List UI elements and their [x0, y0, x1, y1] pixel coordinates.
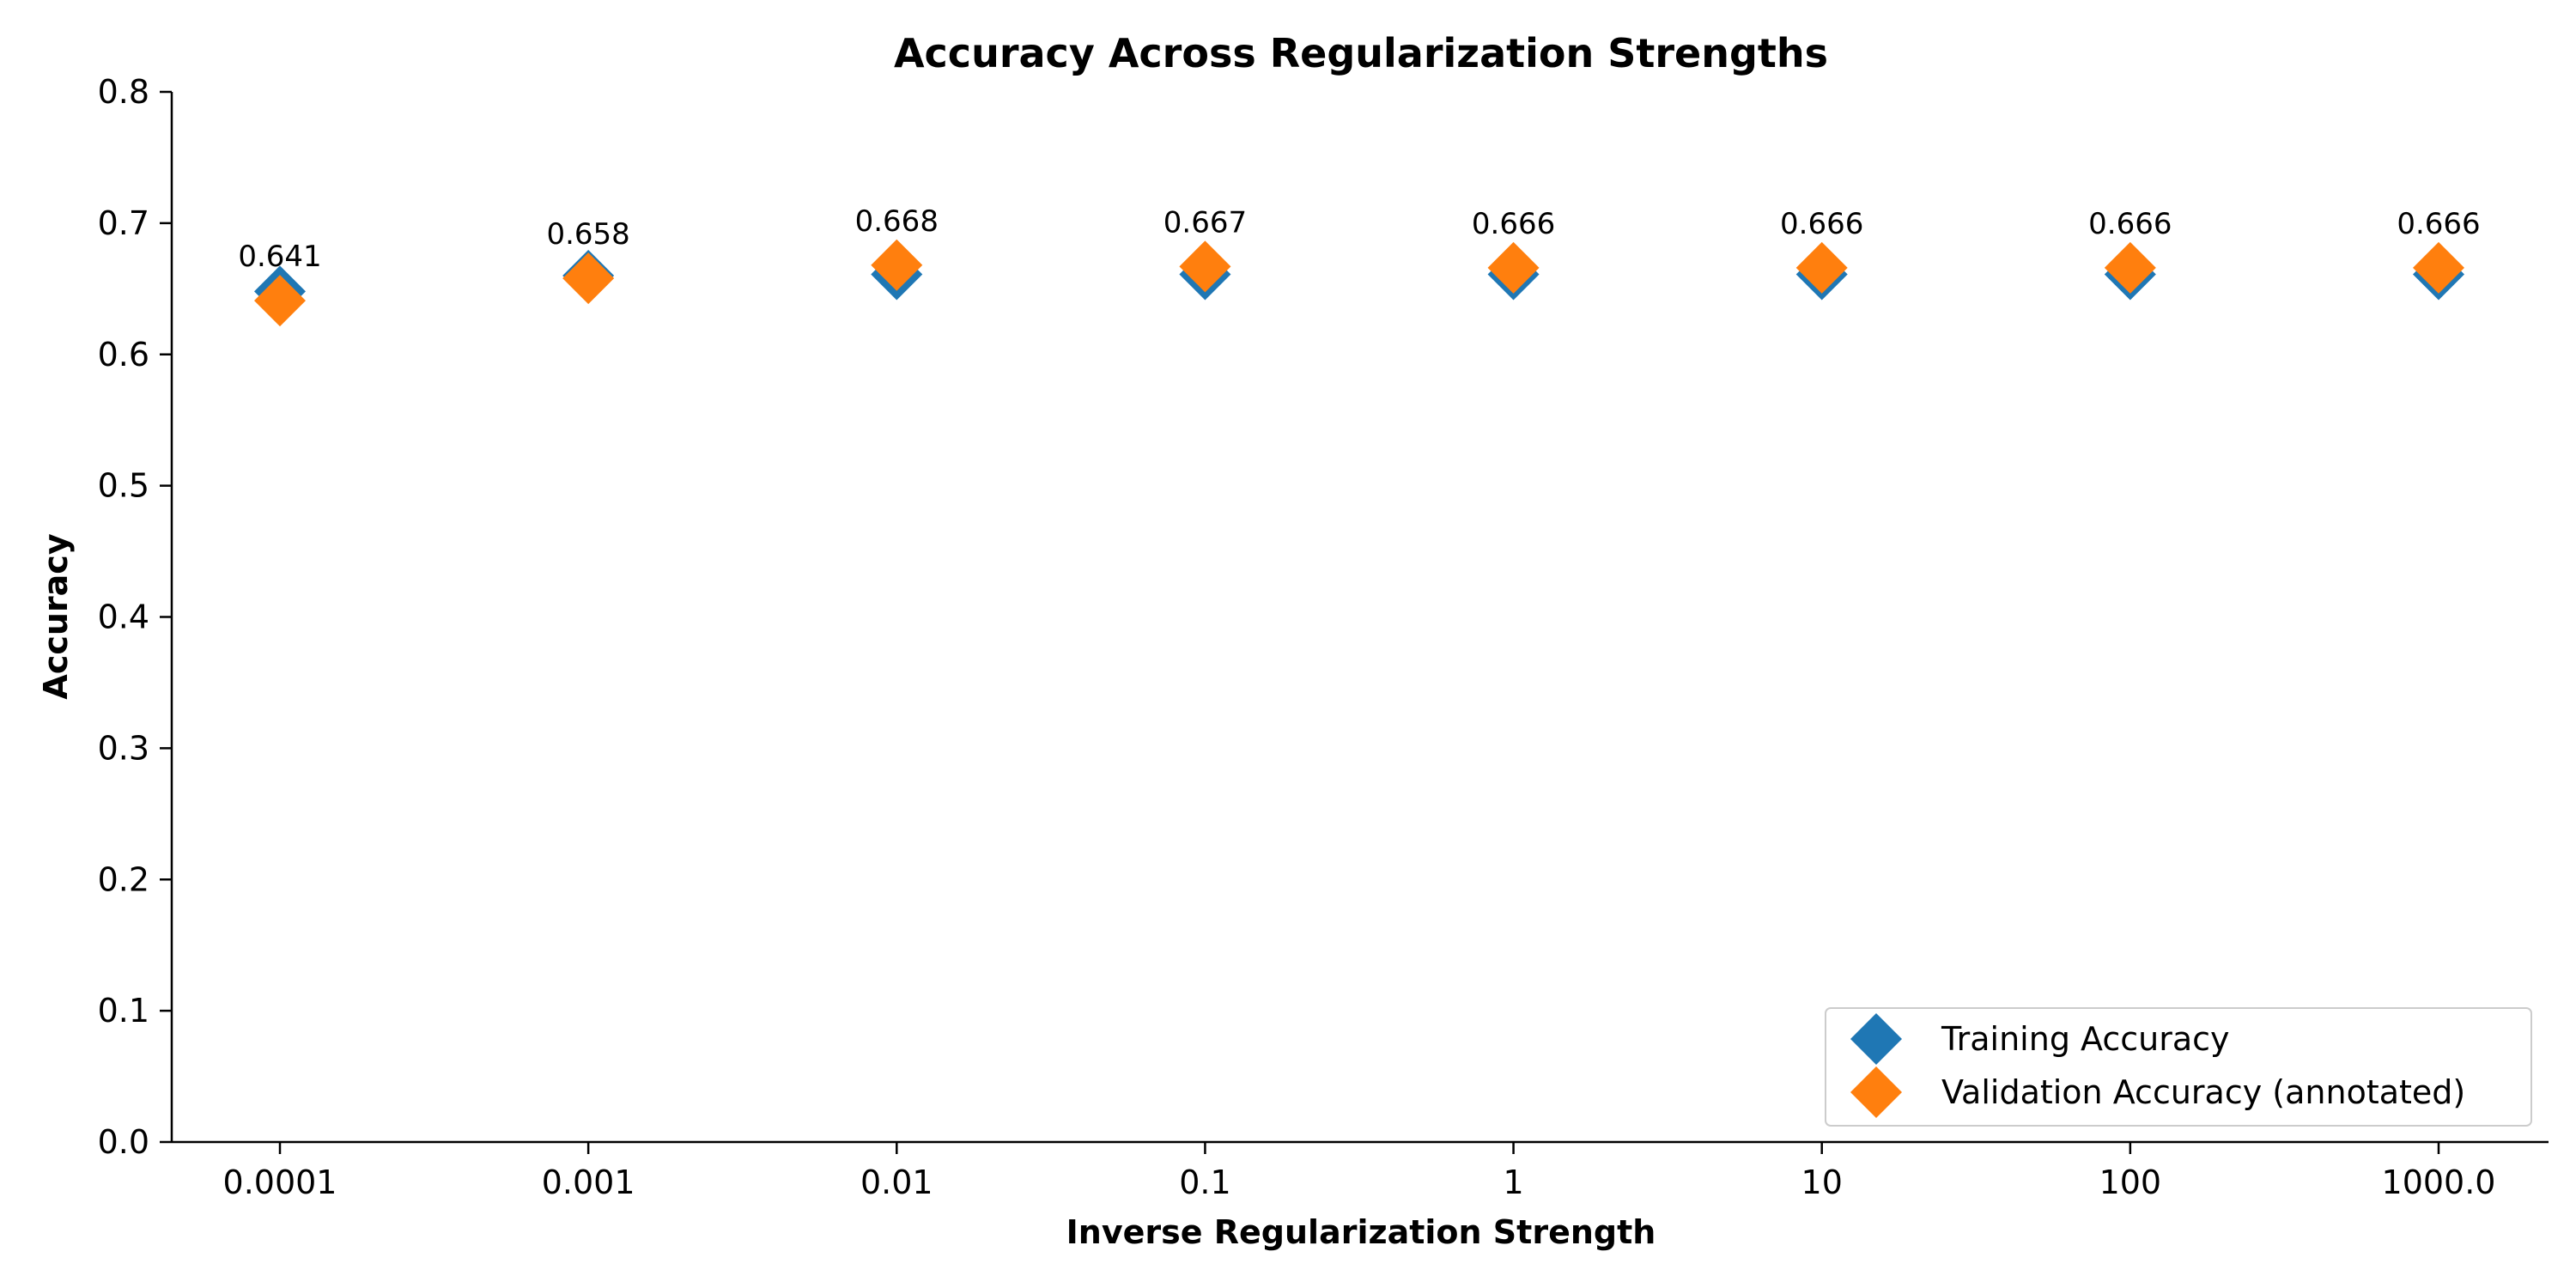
y-tick-label: 0.6 [98, 336, 149, 374]
x-tick-label: 100 [2099, 1163, 2162, 1201]
legend-label: Validation Accuracy (annotated) [1941, 1073, 2465, 1111]
x-tick-label: 0.001 [542, 1163, 635, 1201]
validation-accuracy-label: 0.668 [855, 204, 939, 239]
validation-accuracy-point [1487, 241, 1540, 294]
validation-accuracy-label: 0.666 [2088, 207, 2172, 241]
chart-title: Accuracy Across Regularization Strengths [894, 30, 1828, 76]
legend-label: Training Accuracy [1941, 1020, 2230, 1058]
y-tick-label: 0.5 [98, 467, 149, 505]
validation-accuracy-point [1179, 240, 1231, 293]
validation-accuracy-label: 0.666 [2397, 207, 2480, 241]
validation-accuracy-label: 0.667 [1163, 205, 1247, 240]
y-tick-label: 0.0 [98, 1123, 149, 1161]
y-tick-label: 0.2 [98, 860, 149, 898]
x-tick-label: 0.0001 [223, 1163, 337, 1201]
validation-accuracy-label: 0.641 [238, 240, 321, 274]
x-axis-ticks: 0.0001 0.001 0.01 0.1 1 10 100 1000.0 [223, 1142, 2496, 1201]
data-points [254, 239, 2464, 327]
validation-accuracy-point [254, 275, 306, 327]
x-tick-label: 1 [1503, 1163, 1523, 1201]
validation-accuracy-label: 0.666 [1780, 207, 1863, 241]
legend: Training Accuracy Validation Accuracy (an… [1825, 1007, 2532, 1127]
validation-accuracy-label: 0.658 [546, 217, 629, 252]
y-tick-label: 0.1 [98, 992, 149, 1030]
data-labels: 0.641 0.658 0.668 0.667 0.666 0.666 0.666 0.666 [238, 204, 2480, 274]
legend-marker [1850, 1066, 1902, 1118]
y-tick-label: 0.8 [98, 73, 149, 111]
validation-accuracy-point [2413, 241, 2464, 294]
validation-accuracy-point [1795, 241, 1848, 294]
y-tick-label: 0.4 [98, 598, 149, 636]
validation-accuracy-label: 0.666 [1472, 207, 1555, 241]
y-axis-label: Accuracy [37, 533, 75, 699]
x-tick-label: 1000.0 [2382, 1163, 2496, 1201]
x-tick-label: 10 [1801, 1163, 1843, 1201]
y-axis-ticks: 0.0 0.1 0.2 0.3 0.4 0.5 0.6 0.7 0.8 [98, 73, 172, 1161]
validation-accuracy-point [871, 239, 923, 291]
x-tick-label: 0.01 [860, 1163, 933, 1201]
x-tick-label: 0.1 [1179, 1163, 1230, 1201]
axes [170, 92, 2549, 1144]
validation-accuracy-point [2104, 241, 2156, 294]
x-axis-label: Inverse Regularization Strength [1066, 1213, 1656, 1251]
y-tick-label: 0.7 [98, 204, 149, 242]
legend-marker [1850, 1013, 1902, 1065]
legend-box [1825, 1007, 2532, 1127]
validation-accuracy-point [562, 252, 615, 305]
y-tick-label: 0.3 [98, 729, 149, 767]
